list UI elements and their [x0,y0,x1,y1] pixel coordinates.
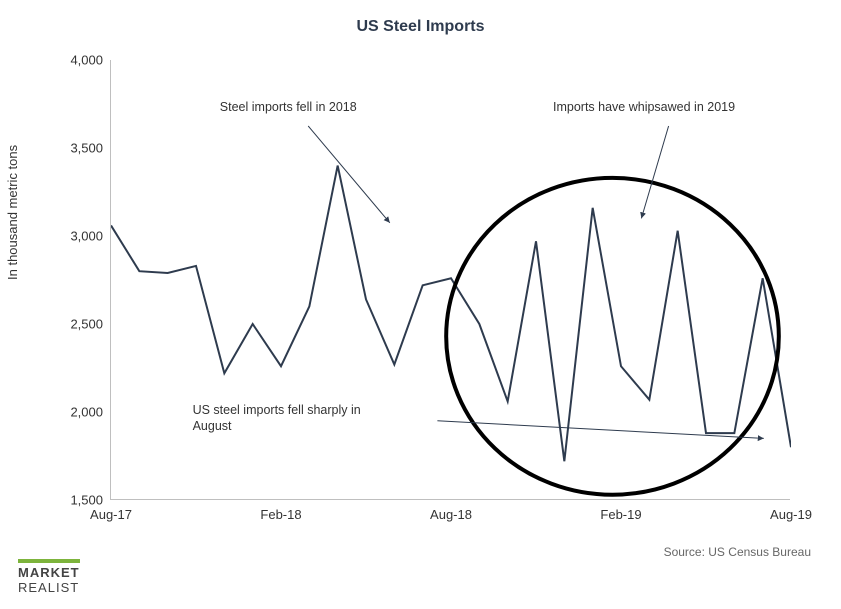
y-tick-label: 4,000 [43,53,111,68]
source-text: Source: US Census Bureau [664,545,811,559]
emphasis-circle [446,178,779,495]
x-tick-label: Aug-19 [770,499,812,522]
annotation-arrow [641,126,668,218]
annotation-text: Steel imports fell in 2018 [220,100,357,116]
chart-title: US Steel Imports [0,18,841,36]
y-tick-label: 3,000 [43,229,111,244]
annotation-arrow [308,126,390,223]
x-tick-label: Feb-18 [260,499,301,522]
logo-line2: REALIST [18,580,79,595]
y-tick-label: 2,000 [43,405,111,420]
x-tick-label: Aug-17 [90,499,132,522]
x-tick-label: Aug-18 [430,499,472,522]
annotation-arrow [437,421,763,439]
chart-container: US Steel Imports In thousand metric tons… [0,0,841,609]
plot-area: 1,5002,0002,5003,0003,5004,000Aug-17Feb-… [110,60,790,500]
logo-line1: MARKET [18,565,80,580]
x-tick-label: Feb-19 [600,499,641,522]
y-axis-label: In thousand metric tons [5,145,20,280]
y-tick-label: 2,500 [43,317,111,332]
annotation-text: Imports have whipsawed in 2019 [553,100,735,116]
y-tick-label: 3,500 [43,141,111,156]
annotation-text: US steel imports fell sharply inAugust [193,403,361,434]
market-realist-logo: MARKET REALIST [18,559,80,595]
